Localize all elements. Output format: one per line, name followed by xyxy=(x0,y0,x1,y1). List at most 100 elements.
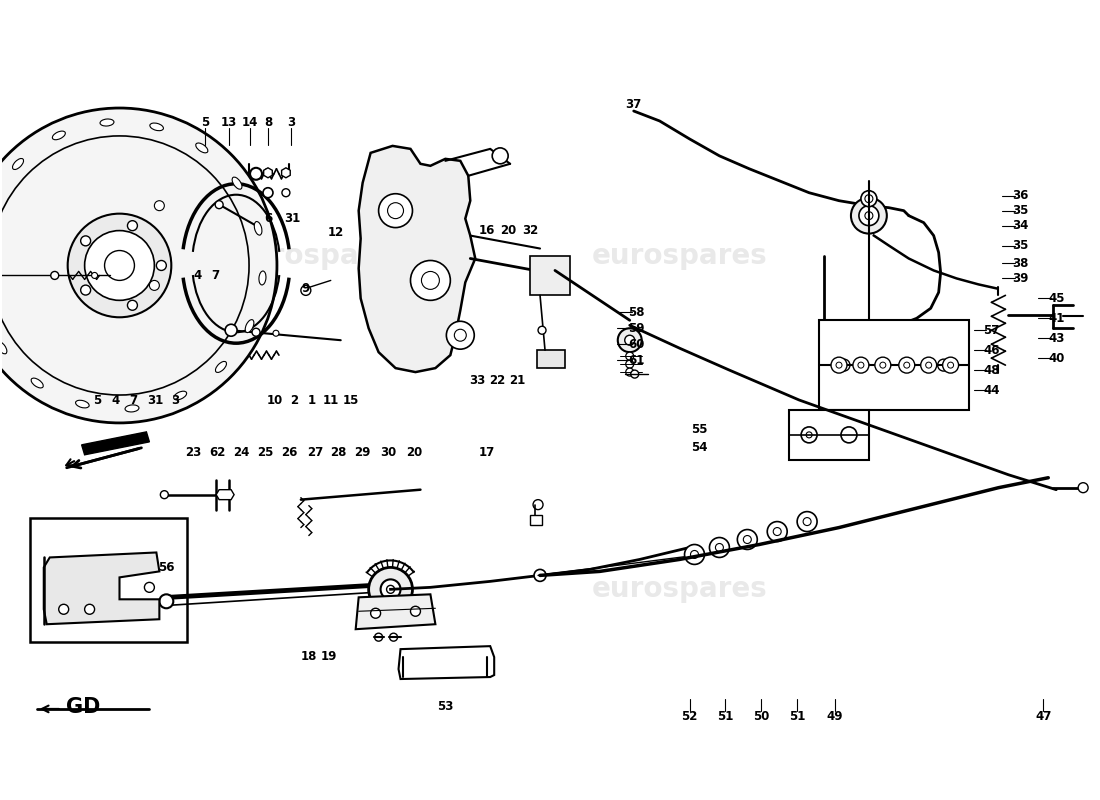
Ellipse shape xyxy=(254,222,262,235)
Text: 38: 38 xyxy=(1012,257,1028,270)
Circle shape xyxy=(160,594,174,608)
Text: 23: 23 xyxy=(185,446,201,459)
Text: eurospares: eurospares xyxy=(592,242,768,270)
Circle shape xyxy=(386,586,395,594)
Text: 39: 39 xyxy=(1012,272,1028,285)
Text: 16: 16 xyxy=(478,224,495,237)
Text: 17: 17 xyxy=(480,446,495,459)
Text: 10: 10 xyxy=(267,394,283,406)
Circle shape xyxy=(85,604,95,614)
Ellipse shape xyxy=(174,391,187,400)
Text: 54: 54 xyxy=(691,442,707,454)
Circle shape xyxy=(851,198,887,234)
Circle shape xyxy=(899,357,915,373)
Circle shape xyxy=(865,194,873,202)
Circle shape xyxy=(691,550,698,558)
Text: 55: 55 xyxy=(691,423,707,436)
Text: 2: 2 xyxy=(289,394,298,406)
Ellipse shape xyxy=(258,271,266,285)
Circle shape xyxy=(410,261,450,300)
Text: 58: 58 xyxy=(628,306,645,319)
Circle shape xyxy=(921,357,937,373)
Text: 31: 31 xyxy=(284,212,300,225)
Circle shape xyxy=(803,518,811,526)
Circle shape xyxy=(926,362,932,368)
Circle shape xyxy=(684,545,704,565)
Text: 1: 1 xyxy=(308,394,316,406)
Text: 49: 49 xyxy=(827,710,844,723)
Text: 24: 24 xyxy=(233,446,250,459)
Circle shape xyxy=(830,357,847,373)
Text: eurospares: eurospares xyxy=(592,575,768,603)
Polygon shape xyxy=(789,410,869,460)
Circle shape xyxy=(874,357,891,373)
Text: 33: 33 xyxy=(469,374,485,386)
Ellipse shape xyxy=(150,123,164,130)
Circle shape xyxy=(378,194,412,228)
Circle shape xyxy=(454,330,466,342)
Circle shape xyxy=(80,285,90,295)
Circle shape xyxy=(1078,482,1088,493)
Circle shape xyxy=(801,427,817,443)
Text: 45: 45 xyxy=(1048,292,1065,305)
Text: 9: 9 xyxy=(301,282,310,295)
Text: 26: 26 xyxy=(280,446,297,459)
Ellipse shape xyxy=(245,320,254,333)
Text: 4: 4 xyxy=(111,394,120,406)
Circle shape xyxy=(744,535,751,543)
Text: 62: 62 xyxy=(209,446,226,459)
Circle shape xyxy=(447,322,474,349)
Text: 13: 13 xyxy=(221,117,238,130)
Circle shape xyxy=(282,189,290,197)
Circle shape xyxy=(51,271,58,279)
Circle shape xyxy=(80,236,90,246)
Circle shape xyxy=(737,530,757,550)
Circle shape xyxy=(216,201,223,209)
Circle shape xyxy=(161,490,168,498)
Circle shape xyxy=(626,360,634,368)
Polygon shape xyxy=(530,514,542,525)
Circle shape xyxy=(252,328,260,336)
Text: 3: 3 xyxy=(172,394,179,406)
Text: 27: 27 xyxy=(307,446,323,459)
Circle shape xyxy=(492,148,508,164)
Text: 56: 56 xyxy=(158,561,175,574)
Polygon shape xyxy=(217,490,234,500)
Text: 36: 36 xyxy=(1012,190,1028,202)
Circle shape xyxy=(538,326,546,334)
Ellipse shape xyxy=(216,362,227,373)
Circle shape xyxy=(156,261,166,270)
Circle shape xyxy=(0,108,277,423)
Text: 50: 50 xyxy=(754,710,770,723)
Circle shape xyxy=(58,604,68,614)
Circle shape xyxy=(859,206,879,226)
Circle shape xyxy=(381,579,400,599)
Polygon shape xyxy=(530,255,570,295)
Ellipse shape xyxy=(31,378,43,388)
Text: 8: 8 xyxy=(264,117,272,130)
Circle shape xyxy=(861,190,877,206)
Text: 35: 35 xyxy=(1012,239,1028,252)
Circle shape xyxy=(630,370,639,378)
Polygon shape xyxy=(81,432,150,455)
Circle shape xyxy=(375,633,383,641)
Text: 30: 30 xyxy=(381,446,397,459)
Text: 53: 53 xyxy=(437,701,453,714)
Text: 7: 7 xyxy=(130,394,138,406)
Text: eurospares: eurospares xyxy=(233,242,409,270)
Ellipse shape xyxy=(196,143,208,153)
Text: 32: 32 xyxy=(521,224,538,237)
Circle shape xyxy=(154,201,164,210)
Circle shape xyxy=(128,300,138,310)
Ellipse shape xyxy=(232,177,242,190)
Circle shape xyxy=(773,527,781,535)
Circle shape xyxy=(904,362,910,368)
Text: 3: 3 xyxy=(287,117,295,130)
Text: 18: 18 xyxy=(300,650,317,662)
Text: 20: 20 xyxy=(406,446,422,459)
Circle shape xyxy=(767,522,788,542)
Text: 44: 44 xyxy=(983,383,1000,397)
Text: 59: 59 xyxy=(628,322,645,334)
Text: 11: 11 xyxy=(322,394,339,406)
Text: 31: 31 xyxy=(147,394,164,406)
